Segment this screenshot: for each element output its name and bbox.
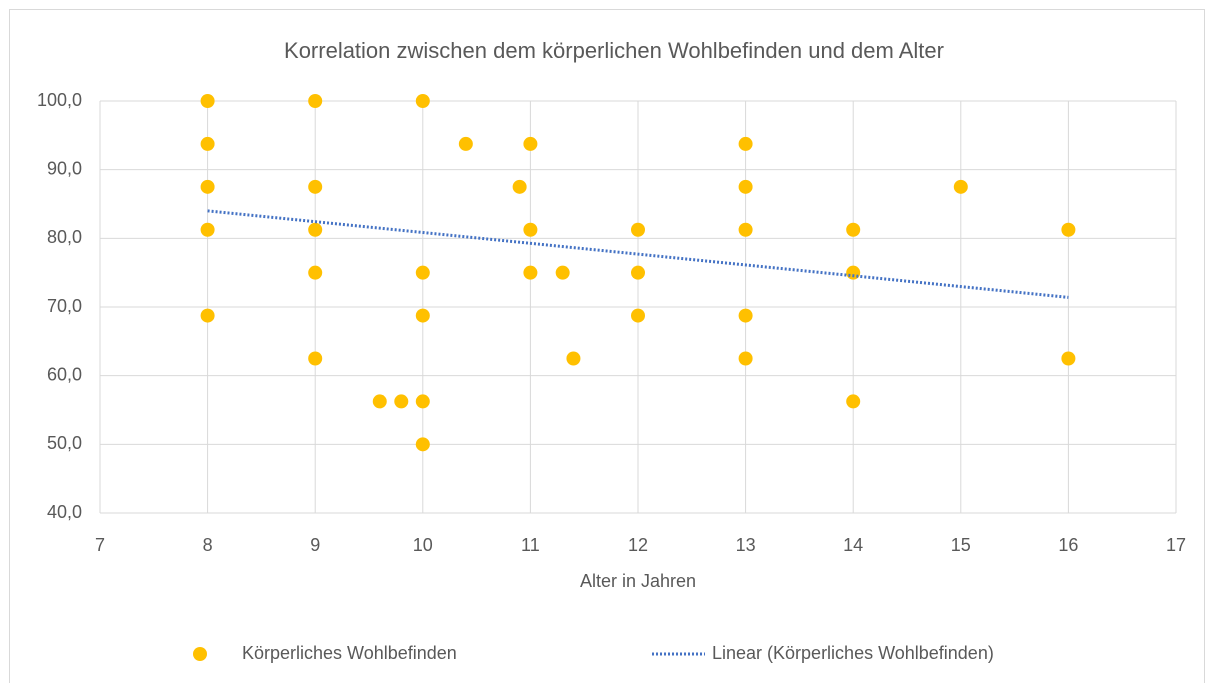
scatter-point [566, 351, 581, 366]
y-tick-label: 70,0 [47, 296, 82, 316]
scatter-point [415, 265, 430, 280]
scatter-point [1061, 222, 1076, 237]
legend-label: Linear (Körperliches Wohlbefinden) [712, 643, 994, 663]
scatter-point [415, 308, 430, 323]
scatter-point [394, 394, 409, 409]
scatter-point [200, 308, 215, 323]
scatter-point [846, 394, 861, 409]
scatter-point [738, 136, 753, 151]
x-tick-label: 14 [843, 535, 863, 555]
scatter-point [458, 136, 473, 151]
scatter-point [738, 308, 753, 323]
x-tick-label: 13 [736, 535, 756, 555]
scatter-point [372, 394, 387, 409]
y-tick-label: 100,0 [37, 90, 82, 110]
x-tick-label: 15 [951, 535, 971, 555]
scatter-point [523, 136, 538, 151]
scatter-point [523, 222, 538, 237]
x-tick-label: 7 [95, 535, 105, 555]
scatter-point [631, 265, 645, 280]
y-tick-label: 50,0 [47, 433, 82, 453]
scatter-point [846, 222, 861, 237]
x-tick-label: 10 [413, 535, 433, 555]
scatter-point [200, 179, 215, 194]
scatter-point [308, 265, 323, 280]
scatter-point [555, 265, 570, 280]
x-axis-label: Alter in Jahren [580, 571, 696, 591]
scatter-point [1061, 351, 1076, 366]
x-tick-label: 17 [1166, 535, 1186, 555]
legend-label: Körperliches Wohlbefinden [242, 643, 457, 663]
x-tick-label: 11 [521, 535, 540, 555]
scatter-point [631, 222, 645, 237]
x-tick-label: 16 [1058, 535, 1078, 555]
x-tick-label: 12 [628, 535, 648, 555]
scatter-point [308, 351, 323, 366]
scatter-point [738, 351, 753, 366]
scatter-point [415, 437, 430, 452]
x-tick-label: 9 [310, 535, 320, 555]
legend-marker [193, 647, 207, 661]
y-tick-label: 60,0 [47, 364, 82, 384]
chart-title: Korrelation zwischen dem körperlichen Wo… [284, 38, 944, 63]
trendline [207, 209, 1069, 299]
chart-frame [9, 9, 1205, 683]
scatter-point [512, 179, 527, 194]
x-tick-label: 8 [203, 535, 213, 555]
scatter-point [631, 308, 645, 323]
y-tick-label: 80,0 [47, 227, 82, 247]
scatter-point [200, 94, 215, 108]
scatter-point [200, 136, 215, 151]
scatter-point [523, 265, 538, 280]
scatter-point [415, 94, 430, 108]
scatter-point [308, 179, 323, 194]
scatter-point [308, 94, 323, 108]
scatter-point [415, 394, 430, 409]
y-tick-label: 90,0 [47, 158, 82, 178]
scatter-point [308, 222, 323, 237]
scatter-point [200, 222, 215, 237]
scatter-point [953, 179, 968, 194]
y-tick-label: 40,0 [47, 502, 82, 522]
scatter-point [738, 222, 753, 237]
scatter-point [738, 179, 753, 194]
